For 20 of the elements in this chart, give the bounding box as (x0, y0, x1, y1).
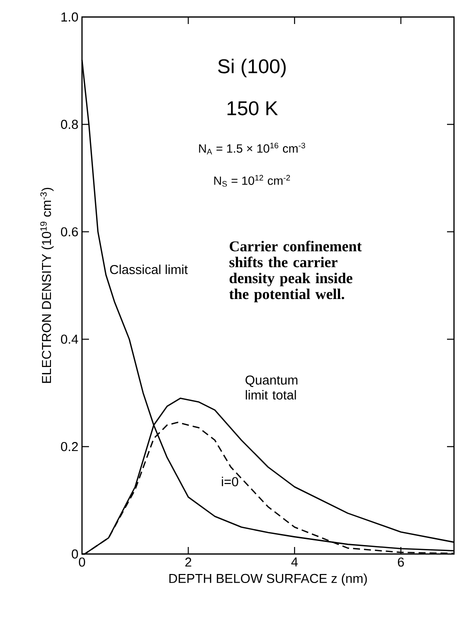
annotation: N$_{A}$ = 1.5 × 10$^{16}$ cm$^{-3}$ (199, 142, 306, 154)
y-tick-label: 0 (72, 549, 78, 559)
x-tick-label: 0 (78, 558, 86, 567)
x-tick-label: 4 (291, 558, 298, 566)
annotation: N$_{S}$ = 10$^{12}$ cm$^{-2}$ (214, 174, 290, 187)
x-tick-label: 6 (398, 558, 404, 567)
annotation: Carrier confinement shifts the carrier density peak inside the potential well. (229, 240, 362, 302)
y-tick-label: 0.8 (60, 120, 78, 129)
annotation: 150 K (228, 101, 278, 116)
y-tick-label: 0.2 (60, 442, 78, 452)
annotation: Si (100) (218, 58, 286, 78)
series-label: Classical limit (110, 264, 188, 274)
y-tick-label: 1.0 (61, 12, 78, 22)
x-axis-title: DEPTH BELOW SURFACE z (nm) (169, 574, 367, 586)
y-tick-label: 0.4 (60, 334, 78, 344)
x-tick-label: 2 (185, 558, 192, 567)
series-label: i=0 (222, 476, 238, 486)
y-tick-label: 0.6 (60, 227, 78, 236)
y-axis-title: ELECTRON DENSITY (10$^{19}$ cm$^{-3}$) (40, 188, 54, 383)
text: Quantum limit total (246, 375, 298, 400)
